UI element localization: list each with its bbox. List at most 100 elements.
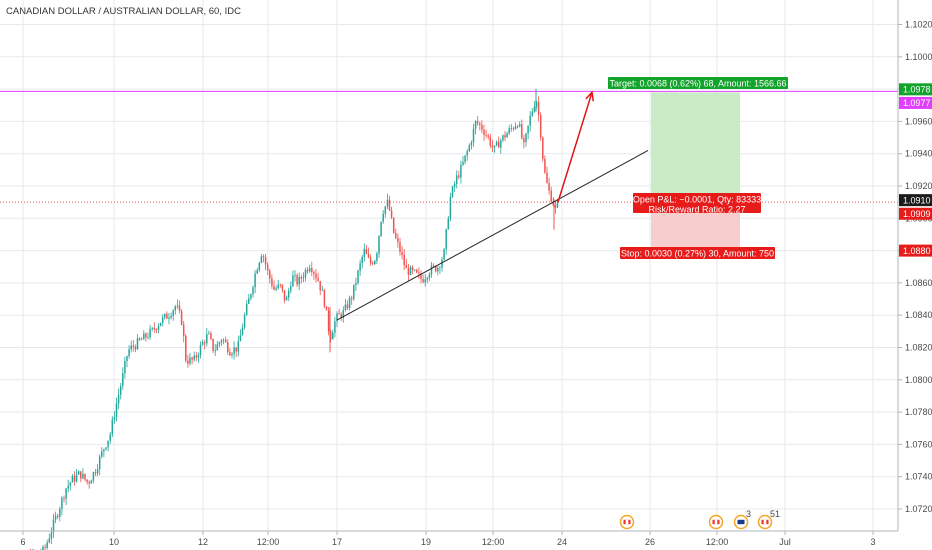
candle-body — [527, 125, 529, 134]
candle-body — [371, 263, 374, 265]
candle-body — [266, 264, 269, 271]
candle-body — [529, 115, 531, 126]
candle-body — [344, 304, 347, 311]
candle-body — [556, 201, 559, 208]
target-label: Target: 0.0068 (0.62%) 68, Amount: 1566.… — [609, 79, 786, 89]
candle-body — [380, 221, 382, 237]
price-tick-label: 1.1000 — [905, 52, 932, 62]
candle-body — [216, 344, 219, 351]
time-tick-label: 10 — [109, 537, 119, 547]
candle-body — [516, 126, 519, 128]
candle-body — [306, 269, 309, 272]
candle-body — [332, 332, 334, 340]
candle-body — [44, 546, 46, 548]
candle-body — [71, 475, 74, 483]
candle-body — [283, 290, 286, 301]
candle-body — [363, 248, 366, 257]
candle-body — [474, 121, 477, 129]
candle-body — [506, 133, 508, 138]
candle-body — [67, 485, 69, 489]
candle-body — [132, 345, 135, 347]
candle-body — [449, 196, 452, 219]
candle-body — [73, 475, 76, 482]
candle-body — [187, 360, 189, 364]
candle-body — [403, 254, 405, 266]
candle-body — [445, 229, 447, 250]
candle-body — [56, 515, 59, 517]
current-price-tag-bg — [899, 96, 932, 109]
candle-body — [212, 338, 214, 351]
candle-body — [174, 306, 177, 311]
candle-body — [315, 273, 317, 279]
candle-body — [397, 237, 399, 243]
price-tick-label: 1.0920 — [905, 181, 932, 191]
candle-body — [134, 346, 137, 350]
price-tick-label: 1.0740 — [905, 472, 932, 482]
candle-body — [350, 297, 353, 299]
candle-body — [264, 257, 267, 265]
target-label-bg — [608, 77, 788, 89]
candle-body — [227, 342, 229, 353]
candle-body — [453, 183, 456, 187]
candle-body — [401, 252, 403, 255]
candle-body — [399, 242, 401, 253]
time-tick-label: 12 — [198, 537, 208, 547]
candle-body — [59, 509, 61, 517]
candle-body — [206, 334, 208, 344]
candle-body — [222, 339, 225, 341]
candle-body — [378, 236, 380, 254]
price-tick-label: 1.0820 — [905, 343, 932, 353]
candle-body — [52, 519, 55, 533]
entry-price-tag: 1.0910 — [903, 195, 931, 205]
grid-lines — [0, 0, 898, 531]
event-flag-fill — [737, 519, 745, 525]
candle-body — [395, 233, 397, 238]
candle-body — [447, 218, 450, 230]
target-price-tag: 1.0978 — [903, 85, 931, 95]
candle-body — [138, 338, 141, 340]
candle-body — [294, 275, 296, 276]
candle-body — [218, 342, 221, 345]
candle-body — [390, 210, 393, 218]
candle-body — [128, 349, 130, 357]
candlesticks — [29, 89, 559, 550]
candle-body — [525, 133, 527, 143]
candle-body — [319, 280, 321, 291]
candle-body — [195, 355, 198, 358]
profit-zone — [651, 92, 740, 203]
price-tick-label: 1.0940 — [905, 149, 932, 159]
candle-body — [512, 128, 515, 129]
candle-body — [365, 248, 368, 254]
candle-body — [367, 253, 370, 258]
time-tick-label: 24 — [557, 537, 567, 547]
stop-label-bg — [620, 247, 775, 259]
forecast-arrow — [557, 92, 593, 203]
time-tick-label: 26 — [645, 537, 655, 547]
candle-body — [69, 482, 72, 486]
candle-body — [130, 345, 132, 350]
candle-body — [325, 306, 328, 311]
candle-body — [113, 417, 116, 420]
candle-body — [470, 142, 473, 146]
candle-body — [233, 347, 235, 354]
time-axis[interactable]: 6 10 12 12:00 17 19 12:00 24 26 12:00 Jul 3 — [0, 530, 898, 547]
time-tick-label: 3 — [870, 537, 875, 547]
position-zones — [651, 92, 740, 251]
candle-body — [428, 274, 431, 279]
candle-body — [510, 128, 513, 129]
candle-body — [455, 175, 458, 184]
candle-body — [90, 480, 93, 484]
candle-body — [193, 355, 195, 360]
candle-body — [241, 327, 244, 336]
candle-body — [124, 361, 126, 374]
event-count: 51 — [770, 509, 780, 519]
candle-body — [434, 265, 437, 272]
candle-body — [542, 137, 544, 159]
price-tick-label: 1.0780 — [905, 407, 932, 417]
candle-body — [48, 538, 51, 543]
candle-body — [176, 305, 179, 307]
candle-body — [546, 172, 548, 183]
entry-sub-tag: 1.0909 — [903, 209, 931, 219]
price-axis[interactable]: 1.0720 1.0740 1.0760 1.0780 1.0800 1.0820 1.08… — [897, 0, 932, 531]
